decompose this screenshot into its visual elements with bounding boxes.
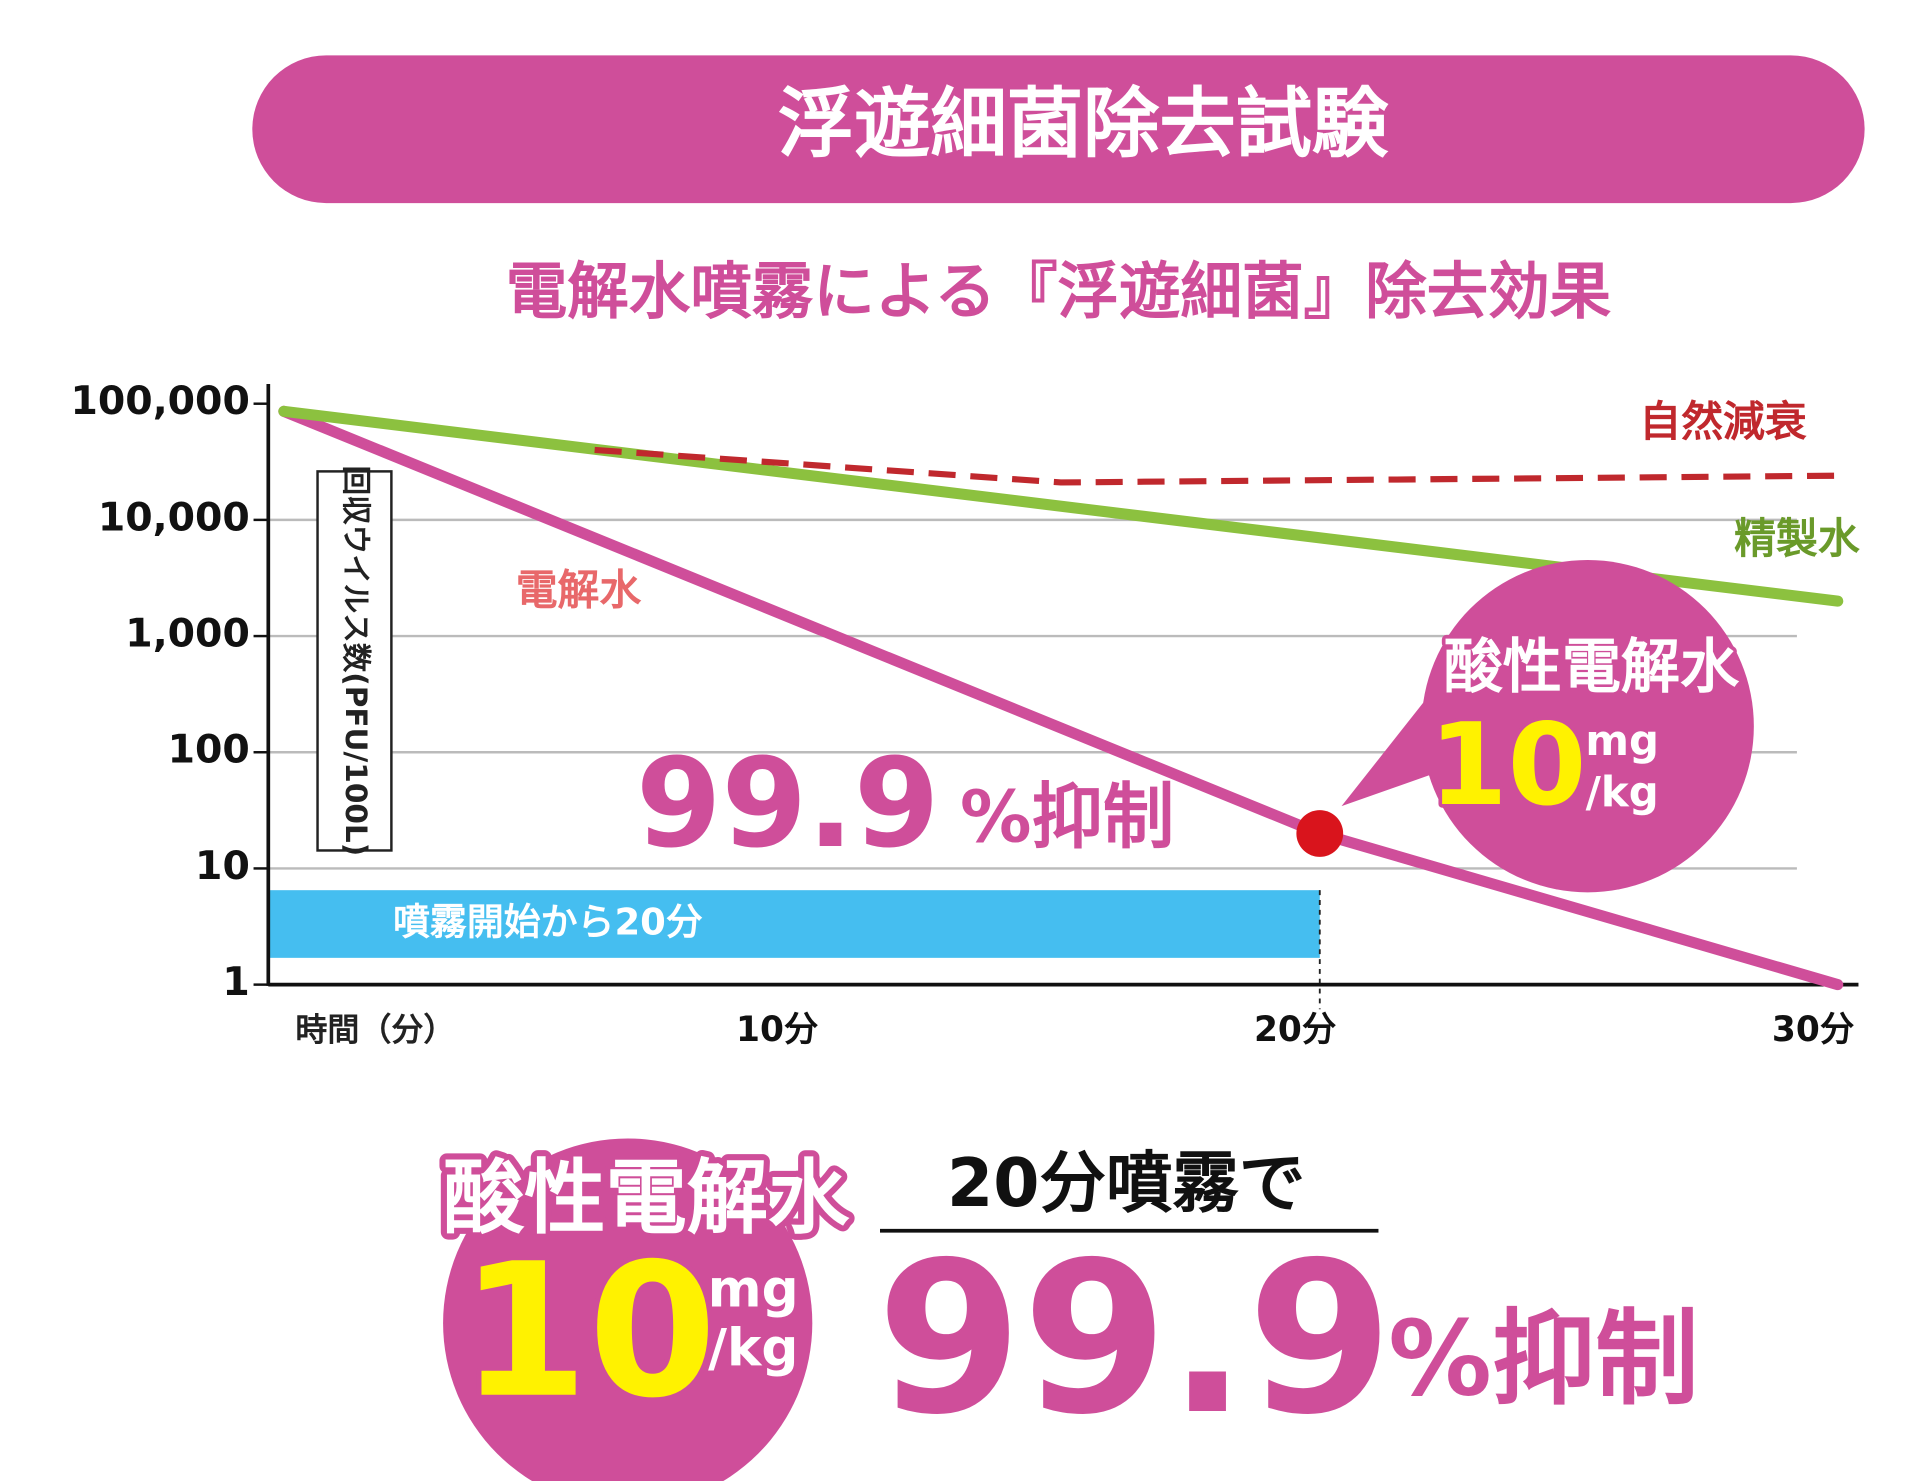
callout-value: 10 [1429,699,1587,831]
summary-result: 99.9 [877,1218,1393,1461]
x-tick-label: 10分 [736,1010,819,1050]
highlight-point [1296,810,1344,857]
series-label: 電解水 [516,566,642,615]
summary: 酸性電解水 10 mg /kg 20分噴霧で 99.9 %抑制 [437,1138,1699,1481]
y-tick-label: 1,000 [125,611,250,657]
subtitle: 電解水噴霧による『浮遊細菌』除去効果 [506,255,1612,327]
annotation-value: 99.9 [636,733,940,876]
y-axis-label: 回収ウイルス数(PFU/100L) [339,466,373,857]
y-tick-label: 1 [222,959,249,1005]
y-tick-label: 10 [195,843,250,889]
series-label: 精製水 [1734,514,1860,563]
title: 浮遊細菌除去試験 [778,79,1389,168]
title-pill [252,55,1865,204]
series-line [594,446,1838,486]
callout-title: 酸性電解水 [1444,632,1740,701]
summary-caption: 20分噴霧で [947,1144,1305,1222]
y-tick-label: 100,000 [71,378,250,424]
summary-title: 酸性電解水 [443,1152,850,1246]
x-axis-label: 時間（分） [295,1010,455,1048]
summary-value: 10 [460,1224,717,1439]
callout: 酸性電解水 10 mg /kg [1341,560,1754,893]
callout-unit-bottom: /kg [1586,768,1659,817]
y-label-box [316,470,393,852]
series-label: 自然減衰 [1639,397,1806,446]
callout-unit-top: mg [1585,716,1659,765]
band [268,890,1320,958]
y-tick-label: 100 [168,727,250,773]
summary-suffix: %抑制 [1388,1299,1698,1419]
summary-unit-bottom: /kg [708,1318,798,1378]
y-tick-label: 10,000 [98,494,250,540]
x-tick-label: 30分 [1772,1010,1855,1050]
x-tick-label: 20分 [1254,1010,1337,1050]
callout-pointer [1341,689,1447,807]
band-label: 噴霧開始から20分 [393,901,703,944]
summary-bubble [443,1138,813,1481]
callout-bubble [1421,560,1754,893]
annotation-suffix: %抑制 [960,776,1174,859]
summary-unit-top: mg [708,1259,799,1319]
